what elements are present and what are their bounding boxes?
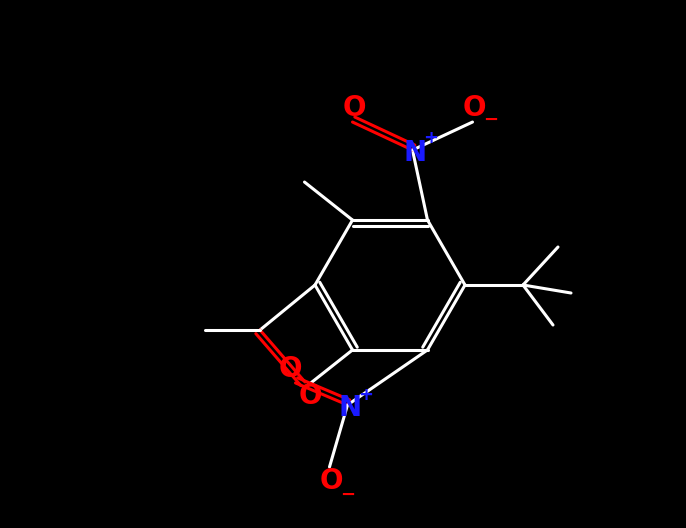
Text: O: O	[320, 467, 343, 495]
Text: +: +	[358, 386, 373, 404]
Text: +: +	[423, 129, 438, 147]
Text: O: O	[463, 94, 486, 122]
Text: O: O	[279, 355, 303, 383]
Text: O: O	[343, 94, 366, 122]
Text: −: −	[483, 111, 498, 129]
Text: O: O	[298, 382, 322, 410]
Text: N: N	[339, 394, 362, 422]
Text: N: N	[404, 139, 427, 167]
Text: −: −	[340, 486, 355, 504]
